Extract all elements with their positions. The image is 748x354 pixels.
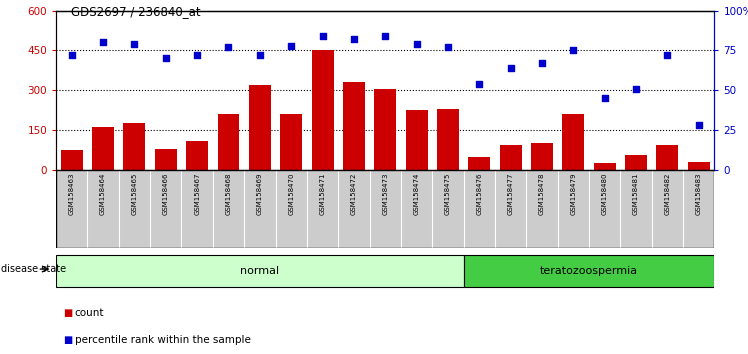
Bar: [312, 50, 334, 170]
Bar: [656, 145, 678, 170]
Text: GSM158467: GSM158467: [194, 172, 200, 215]
Text: GSM158473: GSM158473: [382, 172, 388, 215]
Text: GSM158472: GSM158472: [351, 172, 357, 215]
Bar: [687, 162, 710, 170]
Point: [254, 52, 266, 58]
Bar: [343, 82, 365, 170]
Text: GSM158475: GSM158475: [445, 172, 451, 215]
Bar: [625, 155, 647, 170]
Text: disease state: disease state: [1, 264, 66, 274]
Text: GSM158464: GSM158464: [100, 172, 106, 215]
Text: GSM158480: GSM158480: [601, 172, 607, 215]
Bar: [594, 163, 616, 170]
Text: ■: ■: [64, 335, 73, 345]
Text: GSM158474: GSM158474: [414, 172, 420, 215]
Text: GSM158470: GSM158470: [288, 172, 294, 215]
Bar: [123, 124, 145, 170]
Point: [442, 45, 454, 50]
Bar: [464, 255, 714, 287]
Point: [191, 52, 203, 58]
Point: [66, 52, 78, 58]
Point: [160, 56, 172, 61]
Bar: [56, 255, 464, 287]
Point: [693, 122, 705, 128]
Text: GSM158466: GSM158466: [163, 172, 169, 215]
Bar: [61, 150, 83, 170]
Bar: [374, 89, 396, 170]
Bar: [468, 156, 490, 170]
Bar: [562, 114, 584, 170]
Point: [411, 41, 423, 47]
Text: normal: normal: [240, 266, 280, 276]
Point: [348, 36, 360, 42]
Text: GDS2697 / 236840_at: GDS2697 / 236840_at: [71, 5, 200, 18]
Bar: [249, 85, 271, 170]
Point: [129, 41, 141, 47]
Text: GSM158479: GSM158479: [570, 172, 576, 215]
Text: GSM158478: GSM158478: [539, 172, 545, 215]
Text: GSM158471: GSM158471: [319, 172, 325, 215]
Text: percentile rank within the sample: percentile rank within the sample: [75, 335, 251, 345]
Bar: [280, 114, 302, 170]
Point: [536, 60, 548, 66]
Point: [630, 86, 642, 92]
Text: ■: ■: [64, 308, 73, 318]
Text: GSM158482: GSM158482: [664, 172, 670, 215]
Point: [567, 47, 579, 53]
Bar: [405, 110, 428, 170]
Point: [379, 33, 391, 39]
Bar: [531, 143, 553, 170]
Text: teratozoospermia: teratozoospermia: [540, 266, 638, 276]
Bar: [186, 141, 208, 170]
Bar: [500, 145, 521, 170]
Text: GSM158476: GSM158476: [476, 172, 482, 215]
Point: [222, 45, 234, 50]
Bar: [437, 109, 459, 170]
Text: GSM158463: GSM158463: [69, 172, 75, 215]
Text: GSM158477: GSM158477: [508, 172, 514, 215]
Text: GSM158465: GSM158465: [132, 172, 138, 215]
Point: [316, 33, 328, 39]
Text: GSM158469: GSM158469: [257, 172, 263, 215]
Text: count: count: [75, 308, 104, 318]
Point: [598, 95, 610, 101]
Point: [505, 65, 517, 71]
Point: [97, 40, 109, 45]
Point: [661, 52, 673, 58]
Text: GSM158468: GSM158468: [225, 172, 231, 215]
Bar: [218, 114, 239, 170]
Text: GSM158483: GSM158483: [696, 172, 702, 215]
Point: [473, 81, 485, 87]
Bar: [155, 149, 177, 170]
Bar: [92, 127, 114, 170]
Point: [285, 43, 297, 48]
Text: GSM158481: GSM158481: [633, 172, 639, 215]
